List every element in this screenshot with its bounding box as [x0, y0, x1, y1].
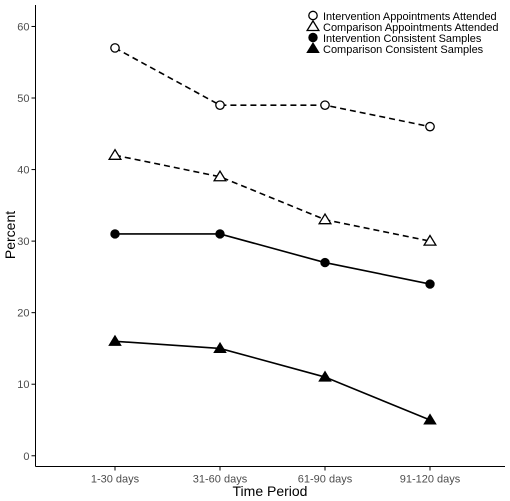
- data-point: [423, 413, 437, 425]
- y-tick-label: 30: [17, 236, 29, 248]
- y-tick-label: 40: [17, 165, 29, 177]
- data-point: [110, 229, 120, 239]
- series-line-4: [114, 340, 431, 421]
- legend-key: [308, 32, 318, 43]
- data-point: [110, 43, 120, 53]
- data-point: [212, 169, 228, 182]
- data-point: [215, 229, 225, 239]
- series-line-3: [115, 233, 431, 285]
- legend-key: [305, 19, 321, 32]
- legend-label: Comparison Consistent Samples: [323, 44, 484, 56]
- y-tick-label: 10: [17, 379, 29, 391]
- data-point: [317, 212, 333, 225]
- y-axis-title: Percent: [2, 211, 18, 259]
- data-point: [425, 279, 435, 289]
- y-tick-label: 50: [17, 93, 29, 105]
- x-tick-label: 61-90 days: [298, 474, 353, 486]
- series-lines: [114, 47, 431, 421]
- data-point: [107, 148, 123, 160]
- data-point: [318, 370, 332, 382]
- series-line-2: [114, 154, 431, 242]
- data-point: [213, 341, 227, 353]
- y-tick-label: 60: [17, 21, 29, 33]
- y-tick-label: 20: [17, 308, 29, 320]
- data-point: [320, 257, 330, 268]
- x-tick-label: 1-30 days: [91, 474, 140, 486]
- legend-key: [306, 41, 320, 54]
- data-point: [215, 100, 225, 111]
- legend-key: [308, 10, 318, 21]
- axes: [35, 5, 505, 467]
- x-tick-label: 31-60 days: [193, 474, 248, 486]
- data-point: [320, 100, 330, 111]
- series-line-1: [114, 47, 431, 128]
- legend-label: Intervention Appointments Attended: [323, 11, 497, 23]
- x-tick-label: 91-120 days: [400, 474, 461, 486]
- legend-label: Comparison Appointments Attended: [323, 22, 499, 34]
- data-point: [108, 334, 122, 346]
- series-points: [107, 43, 438, 425]
- x-axis-title: Time Period: [233, 483, 308, 499]
- y-tick-label: 0: [23, 451, 29, 463]
- legend-label: Intervention Consistent Samples: [323, 33, 482, 45]
- data-point: [425, 121, 435, 132]
- y-ticks: 0 10 20 30 40 50 60: [17, 21, 36, 463]
- x-ticks: 1-30 days 31-60 days 61-90 days 91-120 days: [91, 466, 461, 486]
- legend: Intervention Appointments AttendedCompar…: [305, 10, 499, 56]
- data-point: [422, 234, 438, 246]
